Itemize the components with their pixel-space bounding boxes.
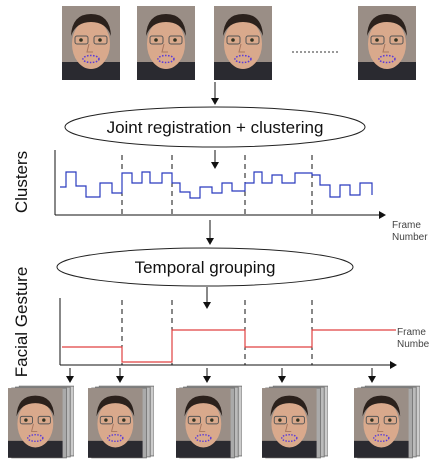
boundaries [121, 300, 313, 365]
stage-label: Temporal grouping [135, 258, 276, 277]
frame-stack [176, 386, 242, 458]
frame-stack [8, 386, 74, 458]
axis-label: Frame [392, 220, 421, 231]
frame [137, 6, 195, 80]
frame-stack [88, 386, 154, 458]
axis-label: Facial Gesture [12, 267, 31, 378]
cluster-signal [60, 171, 373, 199]
frame [358, 6, 416, 80]
frame-stack [262, 386, 328, 458]
frame [213, 6, 273, 80]
input-frames [62, 6, 416, 80]
axis-label: Numbe [397, 339, 430, 350]
stage-ellipse [56, 247, 354, 287]
axis-label: Frame [397, 327, 426, 338]
clusters-plot: Clusters Frame Number [12, 150, 428, 243]
gesture-signal [62, 329, 396, 363]
output-stacks [8, 386, 420, 458]
frame-stack [354, 386, 420, 458]
boundaries [121, 155, 313, 215]
axis-label: Clusters [12, 151, 31, 213]
stage-label: Joint registration + clustering [107, 118, 324, 137]
gesture-plot: Facial Gesture Frame Numbe [12, 267, 430, 383]
frame [62, 6, 120, 80]
stage-ellipse [64, 106, 366, 148]
arrows [66, 368, 376, 383]
axis-label: Number [392, 232, 428, 243]
